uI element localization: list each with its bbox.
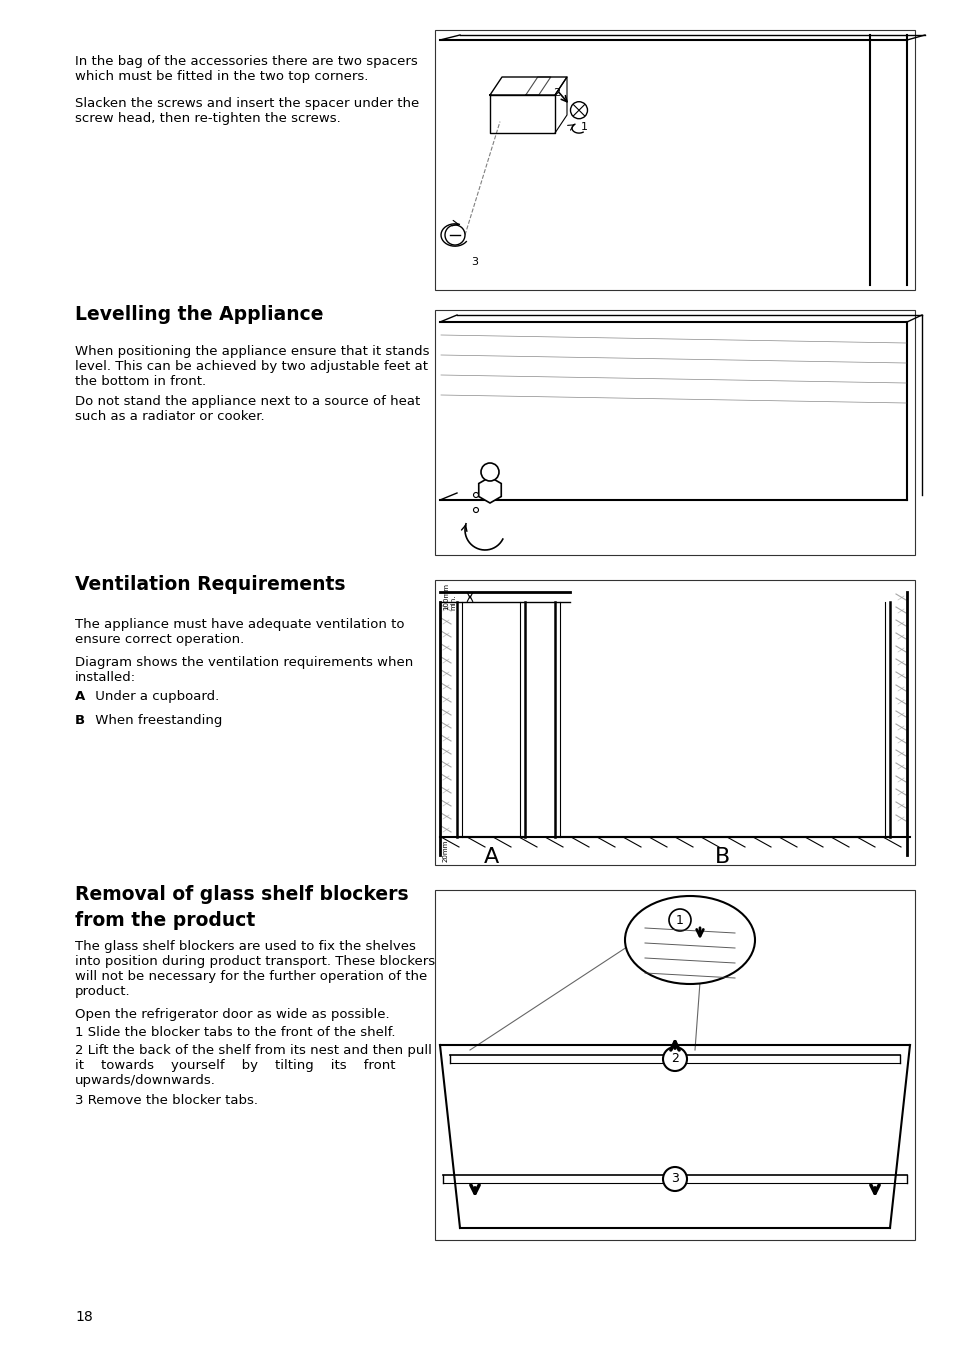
- Text: B: B: [714, 847, 729, 867]
- Text: Open the refrigerator door as wide as possible.: Open the refrigerator door as wide as po…: [75, 1008, 389, 1021]
- Text: B: B: [75, 713, 85, 727]
- Bar: [435, 309, 914, 555]
- Text: 1 Slide the blocker tabs to the front of the shelf.: 1 Slide the blocker tabs to the front of…: [75, 1025, 395, 1039]
- Text: Removal of glass shelf blockers: Removal of glass shelf blockers: [75, 885, 408, 904]
- Polygon shape: [478, 477, 500, 503]
- Circle shape: [473, 508, 478, 512]
- Bar: [435, 890, 914, 1240]
- Circle shape: [473, 493, 478, 497]
- Bar: [435, 580, 914, 865]
- Text: 3: 3: [471, 257, 478, 267]
- Text: 2: 2: [553, 88, 560, 99]
- Text: 1: 1: [579, 122, 587, 132]
- Circle shape: [662, 1167, 686, 1192]
- Text: The glass shelf blockers are used to fix the shelves
into position during produc: The glass shelf blockers are used to fix…: [75, 940, 435, 998]
- Text: A: A: [483, 847, 498, 867]
- Text: Levelling the Appliance: Levelling the Appliance: [75, 305, 323, 324]
- Text: 100mm
min.: 100mm min.: [442, 584, 456, 611]
- Circle shape: [570, 101, 587, 119]
- Text: 3 Remove the blocker tabs.: 3 Remove the blocker tabs.: [75, 1094, 257, 1106]
- Text: In the bag of the accessories there are two spacers
which must be fitted in the : In the bag of the accessories there are …: [75, 55, 417, 82]
- Text: When freestanding: When freestanding: [91, 713, 222, 727]
- Text: The appliance must have adequate ventilation to
ensure correct operation.: The appliance must have adequate ventila…: [75, 617, 404, 646]
- Circle shape: [662, 1047, 686, 1071]
- Text: A: A: [75, 690, 85, 703]
- Ellipse shape: [624, 896, 754, 984]
- Text: from the product: from the product: [75, 911, 255, 929]
- Circle shape: [668, 909, 690, 931]
- Text: When positioning the appliance ensure that it stands
level. This can be achieved: When positioning the appliance ensure th…: [75, 345, 429, 388]
- Text: Ventilation Requirements: Ventilation Requirements: [75, 576, 345, 594]
- Text: 20mm: 20mm: [442, 840, 449, 862]
- Text: Slacken the screws and insert the spacer under the
screw head, then re-tighten t: Slacken the screws and insert the spacer…: [75, 97, 418, 126]
- Circle shape: [444, 226, 464, 245]
- Text: 2: 2: [670, 1052, 679, 1066]
- Text: Do not stand the appliance next to a source of heat
such as a radiator or cooker: Do not stand the appliance next to a sou…: [75, 394, 420, 423]
- Circle shape: [480, 463, 498, 481]
- Bar: [435, 30, 914, 290]
- Text: 18: 18: [75, 1310, 92, 1324]
- Text: Diagram shows the ventilation requirements when
installed:: Diagram shows the ventilation requiremen…: [75, 657, 413, 684]
- Text: 3: 3: [670, 1173, 679, 1185]
- Text: 1: 1: [676, 913, 683, 927]
- Text: 2 Lift the back of the shelf from its nest and then pull
it    towards    yourse: 2 Lift the back of the shelf from its ne…: [75, 1044, 432, 1088]
- Text: Under a cupboard.: Under a cupboard.: [91, 690, 219, 703]
